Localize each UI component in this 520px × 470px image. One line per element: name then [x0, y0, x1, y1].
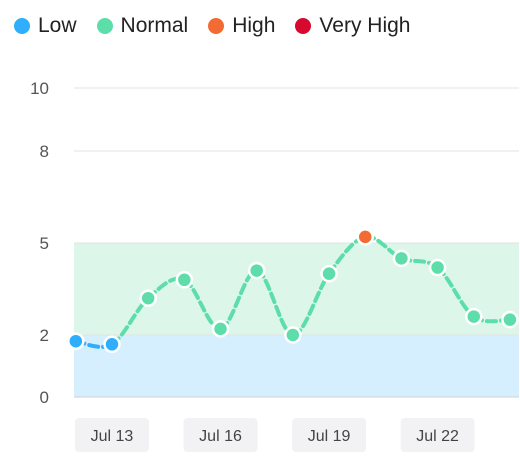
legend-swatch-very-high — [295, 18, 312, 34]
data-point-jul-16[interactable] — [211, 320, 230, 338]
data-point-jul-23[interactable] — [465, 307, 483, 326]
legend-item-high[interactable]: High — [208, 14, 275, 38]
data-point-jul-22[interactable] — [428, 258, 447, 277]
data-point-jul-12[interactable] — [67, 332, 85, 350]
y-tick-label: 8 — [40, 142, 49, 161]
data-point-jul-20[interactable] — [356, 228, 374, 246]
data-point-jul-13[interactable] — [103, 335, 121, 354]
x-tick-pill — [183, 418, 258, 452]
legend-swatch-high — [208, 18, 225, 34]
data-point-jul-17[interactable] — [247, 261, 266, 280]
legend: Low Normal High Very High — [14, 14, 410, 38]
x-tick-label: Jul 16 — [199, 428, 242, 445]
data-point-jul-21[interactable] — [392, 249, 411, 268]
legend-label-high: High — [232, 14, 276, 37]
y-tick-label: 2 — [40, 326, 49, 345]
x-tick-pill — [74, 418, 149, 452]
data-point-jul-15[interactable] — [175, 271, 194, 289]
legend-swatch-normal — [96, 18, 113, 34]
data-point-jul-19[interactable] — [320, 264, 338, 283]
x-tick-label: Jul 22 — [416, 428, 459, 445]
band-normal — [74, 243, 519, 335]
legend-item-normal[interactable]: Normal — [96, 14, 189, 38]
legend-label-very-high: Very High — [319, 14, 411, 37]
legend-item-low[interactable]: Low — [14, 14, 77, 38]
data-point-jul-18[interactable] — [284, 326, 302, 344]
y-tick-label: 0 — [40, 388, 49, 407]
x-tick-pill — [292, 418, 367, 452]
y-tick-label: 10 — [30, 79, 49, 98]
legend-label-low: Low — [38, 14, 77, 37]
legend-swatch-low — [14, 18, 30, 34]
x-tick-label: Jul 19 — [308, 428, 351, 445]
x-tick-label: Jul 13 — [91, 428, 134, 445]
x-tick-pill — [400, 418, 475, 452]
data-point-jul-14[interactable] — [139, 289, 157, 307]
band-low — [74, 335, 519, 397]
y-tick-label: 5 — [40, 234, 49, 253]
data-point-jul-24[interactable] — [501, 310, 519, 329]
legend-item-very-high[interactable]: Very High — [295, 14, 410, 38]
legend-label-normal: Normal — [120, 14, 189, 37]
